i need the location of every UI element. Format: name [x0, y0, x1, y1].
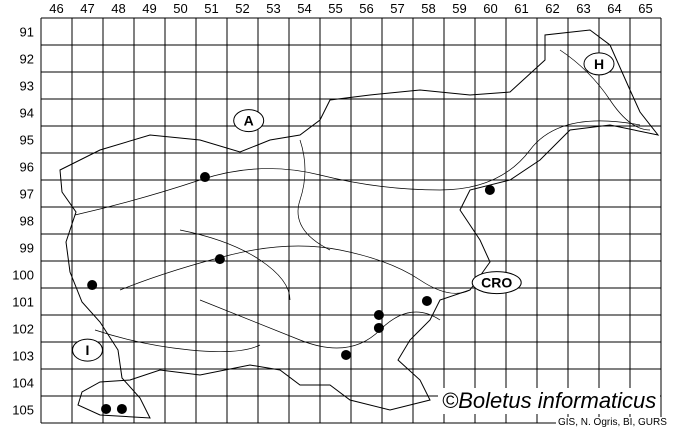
row-label: 105 — [12, 403, 34, 418]
neighbour-label-oval — [72, 338, 103, 362]
neighbour-label-oval — [471, 271, 522, 295]
row-label: 96 — [20, 160, 34, 175]
column-label: 53 — [266, 1, 280, 16]
river-line — [94, 329, 261, 353]
neighbour-label: A — [244, 113, 254, 129]
data-source: GIS, N. Ogris, BI, GURS — [556, 417, 669, 428]
occurrence-markers — [87, 172, 495, 414]
country-outline — [59, 29, 660, 419]
occurrence-dot — [341, 349, 352, 360]
column-label: 65 — [638, 1, 652, 16]
occurrence-dot — [116, 403, 127, 414]
column-label: 46 — [49, 1, 63, 16]
river-line — [559, 49, 651, 131]
column-label: 51 — [204, 1, 218, 16]
column-label: 59 — [452, 1, 466, 16]
column-label: 57 — [390, 1, 404, 16]
row-label: 102 — [12, 322, 34, 337]
column-label: 61 — [514, 1, 528, 16]
row-label: 98 — [20, 214, 34, 229]
neighbour-label-oval — [233, 109, 265, 133]
river-line — [74, 120, 641, 216]
column-label: 50 — [173, 1, 187, 16]
column-label: 62 — [545, 1, 559, 16]
column-label: 54 — [297, 1, 311, 16]
occurrence-dot — [373, 322, 384, 333]
row-label: 93 — [20, 79, 34, 94]
river-line — [199, 299, 441, 349]
occurrence-dot — [484, 184, 495, 195]
row-label: 92 — [20, 52, 34, 67]
column-label: 49 — [142, 1, 156, 16]
neighbour-label-oval — [583, 52, 615, 76]
neighbour-label: I — [86, 342, 90, 358]
river-line — [119, 245, 471, 294]
river-line — [297, 139, 331, 251]
column-label: 60 — [483, 1, 497, 16]
row-label: 101 — [12, 295, 34, 310]
row-label: 91 — [20, 25, 34, 40]
row-label: 95 — [20, 133, 34, 148]
row-label: 100 — [12, 268, 34, 283]
border-line — [59, 29, 660, 419]
neighbour-label: CRO — [481, 275, 512, 291]
row-label: 104 — [12, 376, 34, 391]
occurrence-dot — [421, 295, 432, 306]
occurrence-dot — [199, 172, 210, 183]
occurrence-dot — [373, 310, 384, 320]
column-label: 55 — [328, 1, 342, 16]
neighbour-country-labels: A H CRO I — [72, 52, 615, 362]
occurrence-dot — [101, 403, 112, 414]
column-label: 56 — [359, 1, 373, 16]
column-label: 63 — [576, 1, 590, 16]
row-label: 99 — [20, 241, 34, 256]
column-label: 64 — [607, 1, 621, 16]
column-label: 48 — [111, 1, 125, 16]
copyright-credit: ©Boletus informaticus — [438, 388, 661, 414]
occurrence-dot — [87, 280, 98, 291]
grid — [40, 17, 662, 424]
river-line — [179, 229, 291, 301]
row-label: 103 — [12, 349, 34, 364]
occurrence-dot — [214, 254, 225, 265]
row-label: 97 — [20, 187, 34, 202]
column-label: 47 — [80, 1, 94, 16]
column-label: 58 — [421, 1, 435, 16]
grid-labels: 46 47 48 49 50 51 52 53 54 55 56 57 58 59 60 61 62 63 64 65… — [12, 1, 652, 418]
neighbour-label: H — [594, 56, 604, 72]
column-label: 52 — [235, 1, 249, 16]
row-label: 94 — [20, 106, 34, 121]
